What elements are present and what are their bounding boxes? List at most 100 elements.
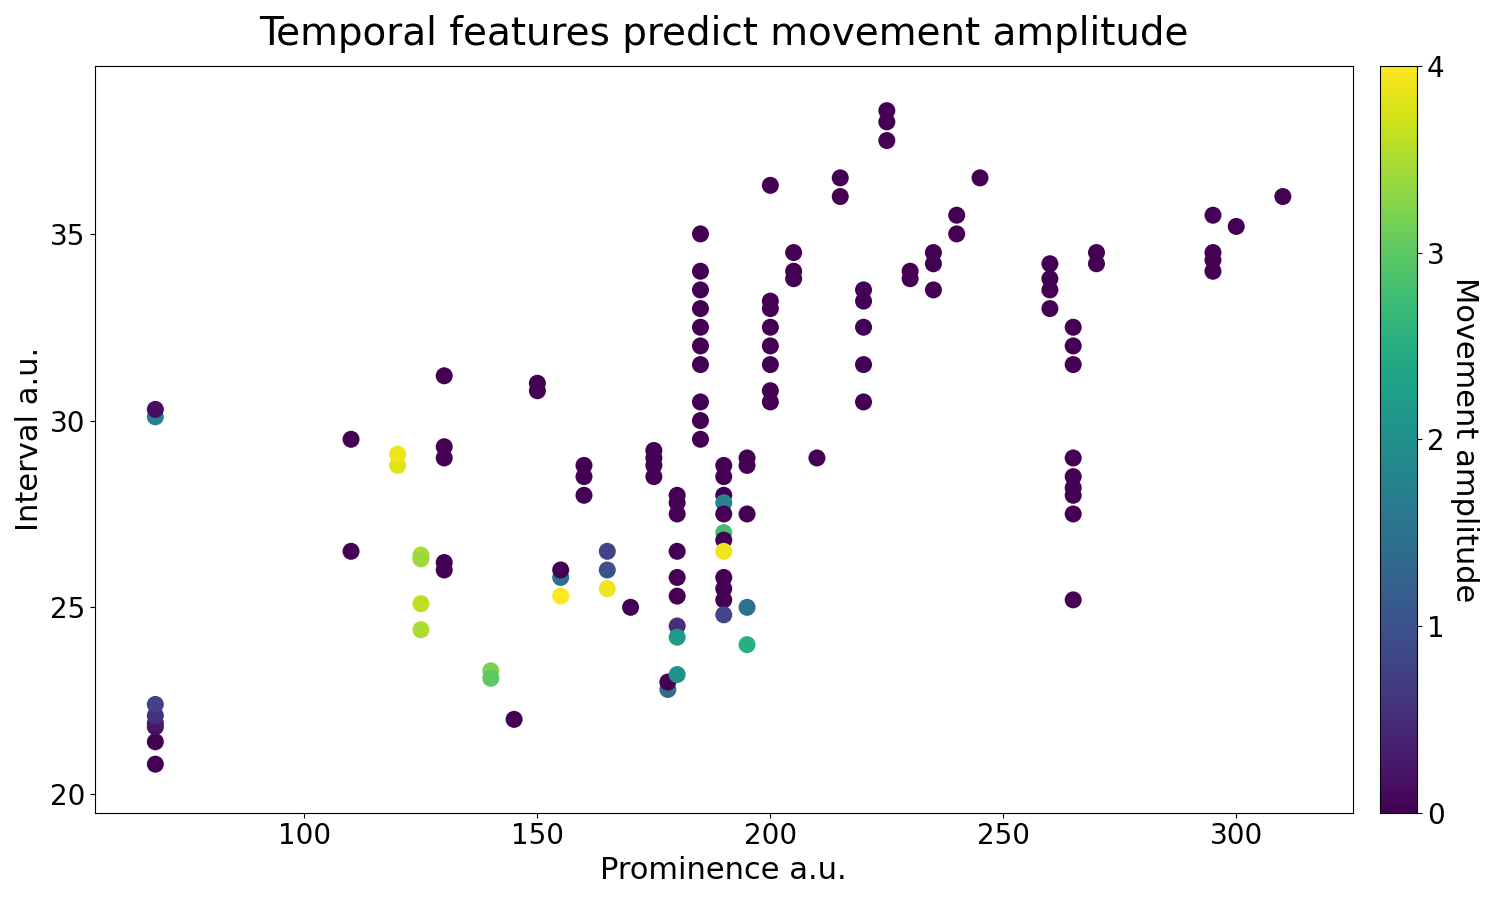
Point (759, 338, 783, 353)
Point (712, 526, 736, 540)
Point (688, 338, 712, 353)
Point (945, 208, 969, 222)
Point (618, 600, 642, 615)
Point (1038, 302, 1062, 316)
Point (759, 178, 783, 193)
Point (503, 712, 526, 726)
Point (664, 544, 688, 559)
Point (852, 395, 876, 410)
Point (1202, 208, 1225, 222)
Point (712, 488, 736, 502)
Point (1060, 451, 1084, 465)
Point (759, 357, 783, 372)
Point (549, 562, 573, 577)
Point (1202, 253, 1225, 267)
Point (642, 451, 666, 465)
Point (688, 302, 712, 316)
Point (759, 383, 783, 398)
Point (144, 402, 168, 417)
Point (1038, 256, 1062, 271)
Point (432, 369, 456, 383)
Point (525, 376, 549, 391)
Point (144, 698, 168, 712)
Point (549, 571, 573, 585)
Point (782, 264, 806, 278)
Point (642, 444, 666, 458)
Point (898, 264, 922, 278)
Point (735, 637, 759, 652)
Point (664, 507, 688, 521)
Point (945, 227, 969, 241)
Point (596, 544, 619, 559)
Point (572, 488, 596, 502)
Point (1202, 246, 1225, 260)
Point (432, 451, 456, 465)
Point (1038, 283, 1062, 297)
Point (712, 458, 736, 473)
Point (782, 246, 806, 260)
Point (656, 675, 680, 689)
Point (410, 623, 434, 637)
Y-axis label: Movement amplitude: Movement amplitude (1450, 276, 1479, 602)
Point (828, 189, 852, 203)
Point (1060, 481, 1084, 495)
Point (712, 470, 736, 484)
Point (642, 458, 666, 473)
Point (735, 458, 759, 473)
Point (712, 608, 736, 622)
Point (1060, 470, 1084, 484)
Point (688, 227, 712, 241)
Point (852, 283, 876, 297)
Point (432, 555, 456, 570)
Point (386, 458, 410, 473)
X-axis label: Prominence a.u.: Prominence a.u. (600, 856, 847, 885)
Point (852, 357, 876, 372)
Point (688, 357, 712, 372)
Point (664, 589, 688, 603)
Point (410, 597, 434, 611)
Point (1060, 488, 1084, 502)
Point (1060, 593, 1084, 608)
Point (144, 716, 168, 730)
Point (596, 562, 619, 577)
Point (432, 439, 456, 454)
Point (1224, 220, 1248, 234)
Point (410, 552, 434, 566)
Point (144, 734, 168, 749)
Point (664, 488, 688, 502)
Point (656, 682, 680, 697)
Point (664, 619, 688, 634)
Point (688, 320, 712, 335)
Point (688, 264, 712, 278)
Point (921, 246, 945, 260)
Point (596, 581, 619, 596)
Point (688, 283, 712, 297)
Point (806, 451, 830, 465)
Point (968, 171, 992, 185)
Point (921, 283, 945, 297)
Point (852, 294, 876, 309)
Point (712, 571, 736, 585)
Point (386, 447, 410, 462)
Point (339, 544, 363, 559)
Point (1202, 264, 1225, 278)
Point (1038, 272, 1062, 286)
Point (759, 294, 783, 309)
Point (1060, 357, 1084, 372)
Point (572, 458, 596, 473)
Point (1084, 246, 1108, 260)
Point (339, 432, 363, 446)
Point (144, 708, 168, 723)
Point (1060, 338, 1084, 353)
Point (1060, 320, 1084, 335)
Point (874, 114, 898, 129)
Point (735, 507, 759, 521)
Point (664, 667, 688, 681)
Point (1084, 256, 1108, 271)
Point (144, 757, 168, 771)
Point (759, 320, 783, 335)
Point (572, 470, 596, 484)
Point (759, 302, 783, 316)
Point (828, 171, 852, 185)
Point (688, 395, 712, 410)
